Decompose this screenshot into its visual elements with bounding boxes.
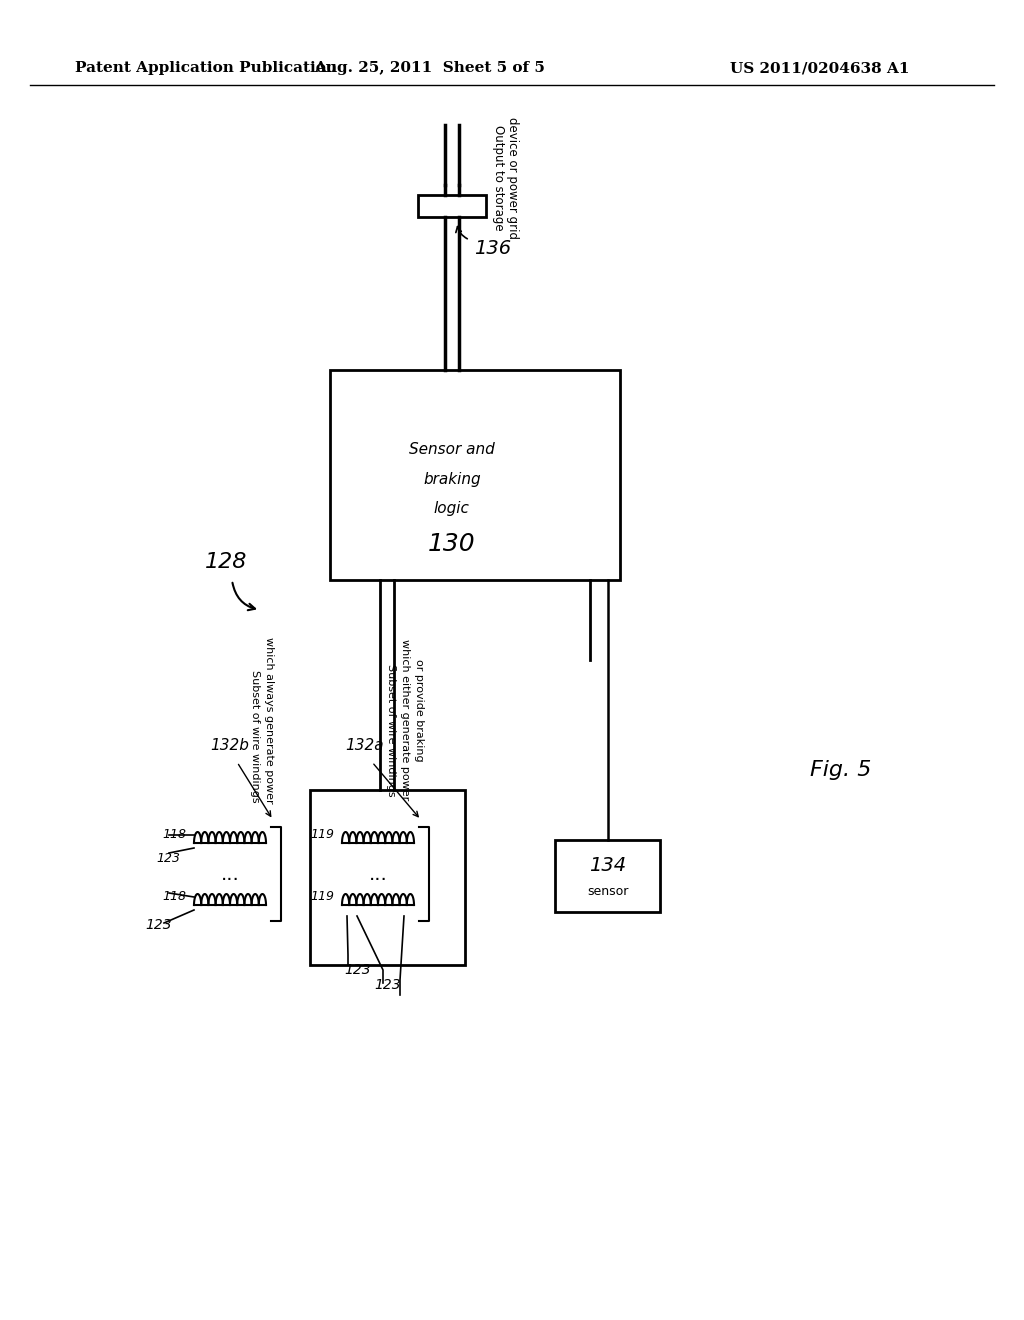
Bar [418,195,485,216]
Text: logic: logic [434,502,470,516]
Text: 123: 123 [156,851,180,865]
Bar [310,789,465,965]
Text: Output to storage: Output to storage [492,125,505,231]
Text: 123: 123 [375,978,401,993]
FancyArrowPatch shape [232,582,255,610]
Text: 132a: 132a [345,738,384,752]
Text: Fig. 5: Fig. 5 [810,760,871,780]
Text: 130: 130 [428,532,475,556]
Text: which always generate power: which always generate power [264,636,274,804]
Text: US 2011/0204638 A1: US 2011/0204638 A1 [730,61,909,75]
Text: ...: ... [369,865,387,883]
Bar [555,840,660,912]
Text: Subset of wire windings: Subset of wire windings [386,664,396,796]
Text: sensor: sensor [587,886,628,899]
Text: Subset of wire windings: Subset of wire windings [250,669,260,803]
Text: Patent Application Publication: Patent Application Publication [75,61,337,75]
FancyArrowPatch shape [374,764,418,817]
Text: Aug. 25, 2011  Sheet 5 of 5: Aug. 25, 2011 Sheet 5 of 5 [314,61,546,75]
Text: device or power grid: device or power grid [506,117,519,239]
Text: which either generate power: which either generate power [400,639,410,801]
Text: 123: 123 [345,964,372,977]
FancyArrowPatch shape [456,227,467,239]
Text: 136: 136 [474,239,511,257]
FancyArrowPatch shape [239,764,270,816]
Text: 119: 119 [310,829,334,842]
Text: 128: 128 [205,552,248,572]
Text: 132b: 132b [210,738,249,752]
Text: ...: ... [220,865,240,883]
Text: braking: braking [423,471,480,487]
Text: 123: 123 [145,917,172,932]
Text: 118: 118 [162,891,186,903]
Text: or provide braking: or provide braking [414,659,424,762]
Bar [330,370,620,579]
Text: 134: 134 [589,855,626,875]
Text: Sensor and: Sensor and [409,442,495,457]
Text: 118: 118 [162,829,186,842]
Text: 119: 119 [310,891,334,903]
